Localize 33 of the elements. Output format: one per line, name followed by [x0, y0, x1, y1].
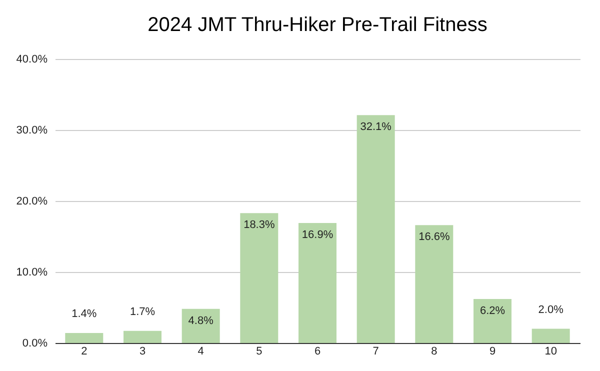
x-tick-label: 4: [198, 346, 204, 358]
bar: [415, 225, 454, 343]
bar: [182, 308, 220, 343]
data-label: 16.9%: [302, 229, 334, 242]
x-tick-label: 7: [372, 346, 379, 358]
data-label: 18.3%: [244, 219, 275, 232]
x-tick-label: 9: [489, 346, 496, 358]
chart-title: 2024 JMT Thru-Hiker Pre-Trail Fitness: [148, 14, 488, 36]
x-tick-label: 8: [431, 346, 438, 358]
bar: [474, 298, 512, 343]
bar: [298, 223, 336, 343]
x-tick-label: 2: [81, 346, 88, 358]
y-tick-label: 20.0%: [16, 196, 48, 208]
data-label: 4.8%: [188, 314, 214, 327]
bar: [124, 330, 162, 343]
data-label: 16.6%: [418, 231, 450, 244]
y-tick-label: 10.0%: [16, 266, 48, 278]
x-tick-label: 10: [544, 346, 557, 358]
bar: [65, 333, 104, 343]
x-tick-label: 6: [314, 346, 321, 358]
bar: [532, 328, 570, 343]
data-label: 32.1%: [360, 121, 392, 134]
y-tick-label: 40.0%: [16, 54, 48, 66]
bar: [240, 213, 278, 343]
y-tick-label: 0.0%: [22, 338, 48, 350]
data-label: 1.4%: [72, 308, 97, 320]
bar: [356, 115, 395, 343]
data-label: 1.7%: [130, 306, 156, 318]
data-label: 2.0%: [538, 304, 564, 316]
x-tick-label: 3: [139, 346, 146, 358]
y-tick-label: 30.0%: [16, 124, 48, 136]
data-label: 6.2%: [480, 304, 506, 317]
x-tick-label: 5: [256, 346, 262, 358]
